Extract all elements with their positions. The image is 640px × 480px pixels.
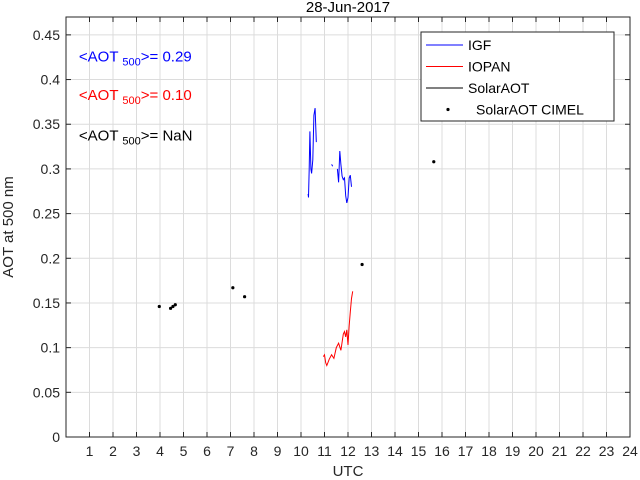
data-point-solaraot-cimel [432,160,436,164]
y-tick-label: 0.3 [41,161,61,177]
data-point-solaraot-cimel [171,304,175,309]
legend-marker-solaraot-cimel [446,107,450,112]
x-tick-label: 21 [552,443,568,459]
x-tick-label: 22 [575,443,591,459]
y-axis-ticks: 0 0.05 0.1 0.15 0.2 0.25 0.3 0.35 0.4 0.45 [33,27,630,445]
x-tick-label: 9 [274,443,282,459]
mean-annotations: <AOT 500>= 0.29 <AOT 500>= 0.10 <AOT 500>=… [79,49,193,148]
x-tick-label: 18 [481,443,497,459]
x-tick-label: 10 [293,443,309,459]
legend-label-solaraot-cimel: SolarAOT CIMEL [476,102,584,118]
y-tick-label: 0 [52,429,60,445]
y-tick-label: 0.35 [33,116,60,132]
x-tick-label: 19 [505,443,521,459]
y-tick-label: 0.1 [41,340,61,356]
mean-annotation: <AOT 500>= 0.10 [79,87,192,107]
x-axis-label: UTC [333,463,364,480]
x-tick-label: 16 [434,443,450,459]
data-point-solaraot-cimel [231,286,235,290]
x-tick-label: 20 [528,443,544,459]
series-line-igf [336,150,352,204]
x-tick-label: 11 [317,443,332,459]
y-tick-label: 0.25 [33,206,60,222]
legend-box [420,31,615,122]
series-line-iopan [322,291,354,367]
data-point-solaraot-cimel [243,295,247,299]
x-axis-ticks: 1 2 3 4 5 6 7 8 9 10 11 12 13 14 15 16 17 18 19 20 21 22 23 24 [86,17,638,459]
x-tick-label: 24 [622,443,638,459]
x-tick-label: 1 [86,443,94,459]
x-tick-label: 7 [227,443,235,459]
x-tick-label: 3 [133,443,141,459]
data-point-solaraot-cimel [157,304,161,309]
x-tick-label: 6 [203,443,211,459]
mean-annotation: <AOT 500>= NaN [79,127,193,147]
legend-label-solaraot: SolarAOT [468,80,530,96]
x-tick-label: 12 [340,443,356,459]
x-tick-label: 4 [156,443,164,459]
legend-label-igf: IGF [468,37,491,53]
series-line-igf [331,164,334,167]
x-tick-label: 13 [364,443,380,459]
y-axis-label: AOT at 500 nm [0,176,17,277]
x-tick-label: 14 [387,443,403,459]
y-tick-label: 0.4 [41,72,61,88]
legend: IGF IOPAN SolarAOT SolarAOT CIMEL [420,31,615,122]
y-tick-label: 0.45 [33,27,60,43]
x-tick-label: 8 [250,443,258,459]
x-tick-label: 5 [180,443,188,459]
x-tick-label: 17 [458,443,474,459]
plot-series [157,108,436,367]
x-tick-label: 15 [411,443,427,459]
y-tick-label: 0.05 [33,384,60,400]
data-point-solaraot-cimel [168,306,173,310]
series-line-igf [307,108,317,198]
x-tick-label: 2 [109,443,117,459]
y-tick-label: 0.15 [33,295,60,311]
legend-label-iopan: IOPAN [468,59,511,75]
y-tick-label: 0.2 [41,250,61,266]
data-point-solaraot-cimel [173,303,177,307]
data-point-solaraot-cimel [360,262,364,267]
mean-annotation: <AOT 500>= 0.29 [79,49,192,69]
x-tick-label: 23 [599,443,615,459]
chart-title: 28-Jun-2017 [306,0,390,16]
